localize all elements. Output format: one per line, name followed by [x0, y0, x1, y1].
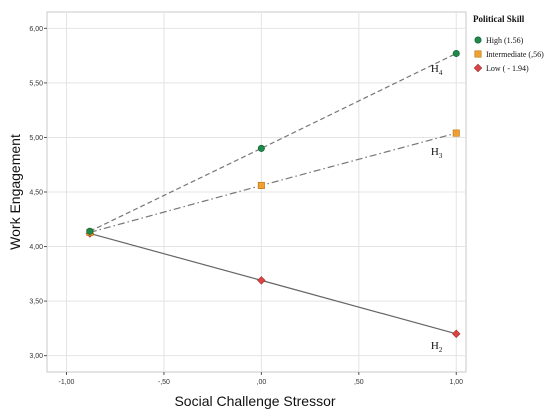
y-tick-label: 3,50: [29, 299, 43, 306]
legend-entry-1: Intermediate (,56): [486, 50, 544, 59]
x-tick-label: ,50: [354, 379, 364, 386]
annotation-subscript: 4: [439, 69, 443, 77]
series-markers: [85, 49, 461, 339]
y-tick-label: 3,00: [29, 353, 43, 360]
legend-marker-1: [474, 50, 482, 58]
x-tick-label: -,50: [158, 379, 170, 386]
annotation-letter: H: [431, 340, 439, 352]
data-point-0-1: [257, 144, 265, 152]
legend-marker-0: [474, 36, 482, 44]
x-tick-label: 1,00: [449, 379, 463, 386]
annotation-subscript: 3: [439, 152, 443, 160]
legend-entry-0: High (1.56): [486, 36, 524, 45]
y-axis-title: Work Engagement: [7, 134, 23, 250]
axis-ticks: 3,003,504,004,505,005,506,00-1,00 -,50,00…: [29, 26, 463, 386]
y-tick-label: 4,00: [29, 244, 43, 251]
legend-marker-2: [473, 63, 483, 73]
x-axis-title: Social Challenge Stressor: [174, 393, 335, 409]
x-tick-label: ,00: [257, 379, 267, 386]
annotation-1: H3: [431, 146, 443, 160]
annotation-letter: H: [431, 63, 439, 75]
data-point-0-2: [452, 49, 460, 57]
annotation-2: H2: [431, 340, 443, 354]
data-point-1-1: [257, 181, 265, 189]
data-point-0-0: [86, 227, 94, 235]
annotation-0: H4: [431, 63, 443, 77]
data-point-2-1: [257, 276, 266, 285]
annotation-letter: H: [431, 146, 439, 158]
data-point-2-2: [452, 329, 461, 339]
legend: Political Skill High (1.56) Intermediate …: [473, 14, 544, 73]
y-tick-label: 5,50: [29, 80, 43, 87]
data-point-1-2: [452, 129, 460, 137]
y-tick-label: 4,50: [29, 190, 43, 197]
x-tick-label: -1,00: [59, 379, 75, 386]
y-tick-label: 5,00: [29, 135, 43, 142]
annotation-subscript: 2: [439, 346, 443, 354]
legend-title: Political Skill: [473, 14, 525, 24]
legend-entry-2: Low ( - 1.94): [486, 64, 529, 73]
y-tick-label: 6,00: [29, 26, 43, 33]
